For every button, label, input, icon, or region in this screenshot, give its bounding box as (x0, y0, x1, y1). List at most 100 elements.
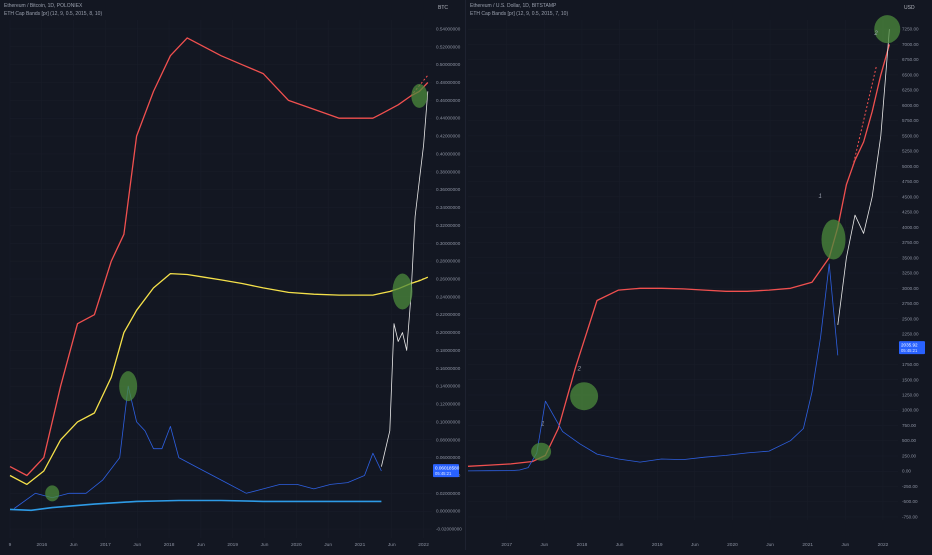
y-tick-label: 3000.00 (902, 286, 919, 291)
price-line-recent (837, 29, 890, 325)
highlight-ellipse (874, 15, 901, 44)
highlight-ellipse (392, 273, 413, 310)
y-tick-label: 0.02000000 (436, 491, 461, 496)
y-tick-label: 0.00 (902, 469, 911, 474)
y-tick-label: 6750.00 (902, 57, 919, 62)
x-tick-label: Jun (133, 542, 141, 548)
y-tick-label: 2250.00 (902, 332, 919, 337)
y-tick-label: 500.00 (902, 438, 916, 443)
highlight-ellipse (531, 442, 552, 461)
upper-band-line (9, 37, 429, 477)
y-tick-label: 0.22000000 (436, 312, 461, 317)
y-tick-label: 1250.00 (902, 393, 919, 398)
y-tick-label: 5750.00 (902, 118, 919, 123)
y-tick-label: 0.08000000 (436, 437, 461, 442)
y-tick-label: 0.14000000 (436, 384, 461, 389)
x-tick-label: 2017 (100, 542, 111, 548)
x-tick-label: Jun (766, 542, 774, 548)
y-tick-label: 0.40000000 (436, 151, 461, 156)
panel-separator (465, 0, 466, 550)
left-chart-svg[interactable]: 0.54000000 0.52000000 0.50000000 0.48000000… (0, 0, 466, 550)
y-tick-label: -0.02000000 (436, 527, 462, 532)
last-price-value: 2035.92 (901, 343, 918, 348)
x-tick-label: 2022 (418, 542, 429, 548)
middle-band-line (9, 272, 429, 486)
x-tick-label: 2020 (291, 542, 302, 548)
y-tick-label: 750.00 (902, 423, 916, 428)
lower-band-line (9, 499, 382, 512)
y-tick-label: 0.18000000 (436, 348, 461, 353)
y-tick-label: 0.36000000 (436, 187, 461, 192)
last-price-tag (899, 341, 925, 355)
y-tick-label: 0.24000000 (436, 294, 461, 299)
y-tick-label: 0.44000000 (436, 116, 461, 121)
right-indicator-label: ETH Cap Bands [pr] (12, 9, 0.5, 2015, 7,… (470, 11, 569, 17)
x-tick-label: 2018 (164, 542, 175, 548)
y-tick-label: -250.00 (902, 484, 918, 489)
x-tick-label: 2020 (727, 542, 738, 548)
left-chart-panel[interactable]: 0.54000000 0.52000000 0.50000000 0.48000000… (0, 0, 466, 550)
y-tick-label: 0.06000000 (436, 455, 461, 460)
right-chart-title: Ethereum / U.S. Dollar, 1D, BITSTAMP (470, 3, 557, 9)
band-projection-line (410, 276, 428, 284)
annotation-label: 1 (818, 194, 821, 200)
y-tick-label: 3750.00 (902, 240, 919, 245)
y-tick-label: 2500.00 (902, 316, 919, 321)
y-tick-label: 0.32000000 (436, 223, 461, 228)
highlight-ellipse (411, 83, 428, 108)
y-tick-label: 4000.00 (902, 225, 919, 230)
annotation-label: 2 (873, 31, 878, 37)
x-tick-label: 2021 (802, 542, 813, 548)
y-tick-label: 7000.00 (902, 42, 919, 47)
y-tick-label: 1750.00 (902, 362, 919, 367)
y-tick-label: 0.52000000 (436, 44, 461, 49)
y-tick-label: 0.10000000 (436, 419, 461, 424)
y-tick-label: 0.38000000 (436, 169, 461, 174)
y-tick-label: 0.16000000 (436, 366, 461, 371)
y-tick-label: 1000.00 (902, 408, 919, 413)
last-price-time: 05:45:21 (901, 348, 918, 353)
x-tick-label: 2022 (878, 542, 889, 548)
y-tick-label: 6250.00 (902, 88, 919, 93)
last-price-time: 05:45:21 (435, 471, 452, 476)
x-tick-label: 9 (9, 542, 12, 548)
x-tick-label: Jun (540, 542, 548, 548)
y-tick-label: 3250.00 (902, 271, 919, 276)
y-tick-label: 6500.00 (902, 72, 919, 77)
x-tick-label: 2019 (652, 542, 663, 548)
highlight-ellipse (570, 382, 599, 411)
x-tick-label: Jun (70, 542, 78, 548)
price-axis-label: BTC (438, 5, 448, 11)
y-tick-label: 0.42000000 (436, 134, 461, 139)
y-tick-label: 0.46000000 (436, 98, 461, 103)
x-tick-label: 2021 (355, 542, 366, 548)
y-tick-label: 0.34000000 (436, 205, 461, 210)
y-tick-label: 3500.00 (902, 255, 919, 260)
y-tick-label: 0.12000000 (436, 402, 461, 407)
y-tick-label: 4500.00 (902, 194, 919, 199)
y-tick-label: 2750.00 (902, 301, 919, 306)
y-tick-label: -500.00 (902, 499, 918, 504)
x-tick-label: 2019 (227, 542, 238, 548)
x-tick-label: 2016 (36, 542, 47, 548)
x-tick-label: 2017 (501, 542, 512, 548)
y-tick-label: 6000.00 (902, 103, 919, 108)
y-tick-label: 250.00 (902, 453, 916, 458)
y-tick-label: 0.30000000 (436, 241, 461, 246)
y-tick-label: 0.26000000 (436, 277, 461, 282)
y-tick-label: 0.20000000 (436, 330, 461, 335)
highlight-ellipse (45, 485, 60, 502)
last-price-tag (433, 464, 459, 478)
y-tick-label: 5000.00 (902, 164, 919, 169)
y-tick-label: -750.00 (902, 514, 918, 519)
y-tick-label: 0.48000000 (436, 80, 461, 85)
band-projection-line (852, 65, 877, 167)
annotation-label: 1 (541, 421, 544, 427)
highlight-ellipse (119, 371, 138, 402)
right-chart-svg[interactable]: 7250.00 7000.00 6750.00 6500.00 6250.00 6000.… (466, 0, 932, 550)
y-tick-label: 5250.00 (902, 149, 919, 154)
x-tick-label: Jun (324, 542, 332, 548)
y-tick-label: 0.50000000 (436, 62, 461, 67)
x-tick-label: Jun (616, 542, 624, 548)
right-chart-panel[interactable]: 7250.00 7000.00 6750.00 6500.00 6250.00 6000.… (466, 0, 932, 550)
